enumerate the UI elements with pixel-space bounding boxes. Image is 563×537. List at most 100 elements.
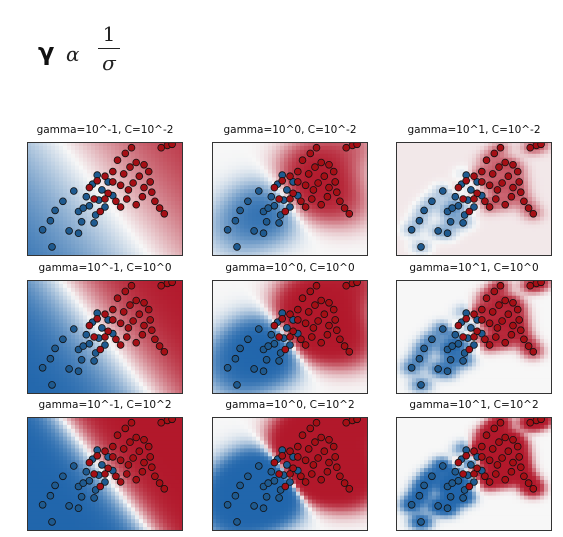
heatmap-cell	[548, 236, 552, 241]
heatmap-cell	[131, 342, 136, 348]
plot-frame	[396, 142, 552, 256]
heatmap-cell	[143, 338, 148, 344]
heatmap-cell	[524, 244, 529, 249]
heatmap-cell	[131, 287, 136, 293]
heatmap-cell	[131, 390, 136, 394]
heatmap-cell	[91, 204, 96, 210]
heatmap-cell	[412, 216, 417, 222]
heatmap-cell	[127, 350, 132, 356]
heatmap-cell	[39, 331, 44, 336]
heatmap-cell	[452, 244, 457, 249]
heatmap-cell	[95, 193, 100, 198]
heatmap-cell	[224, 189, 229, 194]
heatmap-cell	[31, 216, 36, 222]
heatmap-cell	[139, 303, 144, 309]
heatmap-cell	[292, 212, 297, 218]
heatmap-cell	[460, 153, 465, 159]
heatmap-cell	[63, 390, 68, 394]
heatmap-cell	[500, 157, 505, 163]
heatmap-cell	[312, 224, 317, 230]
heatmap-cell	[163, 232, 168, 237]
heatmap-cell	[87, 390, 92, 394]
scatter-point-class-b	[93, 176, 101, 185]
heatmap-cell	[324, 189, 329, 194]
heatmap-cell	[248, 149, 253, 155]
heatmap-cell	[127, 287, 132, 293]
heatmap-cell	[308, 200, 313, 206]
heatmap-cell	[356, 248, 361, 253]
heatmap-cell	[500, 232, 505, 237]
heatmap-cell	[400, 224, 405, 230]
heatmap-cell	[408, 248, 413, 253]
heatmap-cell	[175, 362, 180, 368]
heatmap-cell	[83, 370, 88, 375]
heatmap-cell	[147, 145, 152, 151]
heatmap-cell	[163, 331, 168, 336]
heatmap-cell	[284, 181, 289, 186]
heatmap-cell	[428, 161, 433, 167]
heatmap-cell	[55, 200, 60, 206]
scatter-point-class-a	[69, 187, 78, 195]
heatmap-cell	[500, 208, 505, 214]
heatmap-cell	[252, 149, 257, 155]
heatmap-cell	[224, 145, 229, 151]
heatmap-cell	[99, 145, 104, 151]
heatmap-cell	[51, 173, 56, 178]
heatmap-cell	[63, 331, 68, 336]
heatmap-cell	[484, 165, 489, 171]
heatmap-cell	[216, 149, 221, 155]
scatter-point-class-b	[336, 197, 344, 206]
heatmap-cell	[444, 220, 449, 226]
heatmap-cell	[171, 161, 176, 167]
heatmap-cell	[175, 323, 180, 328]
heatmap-cell	[27, 165, 32, 171]
heatmap-cell	[420, 161, 425, 167]
heatmap-cell	[91, 189, 96, 194]
heatmap-cell	[420, 185, 425, 190]
heatmap-cell	[412, 165, 417, 171]
heatmap-cell	[163, 307, 168, 313]
heatmap-cell	[280, 248, 285, 253]
heatmap-cell	[432, 165, 437, 171]
scatter-points	[38, 280, 176, 389]
heatmap-cell	[480, 149, 485, 155]
heatmap-cell	[95, 299, 100, 305]
heatmap-cell	[27, 200, 32, 206]
heatmap-cell	[260, 145, 265, 151]
heatmap-cell	[147, 157, 152, 163]
heatmap-cell	[276, 200, 281, 206]
heatmap-cell	[400, 216, 405, 222]
heatmap-cell	[476, 252, 481, 256]
heatmap-cell	[212, 354, 217, 360]
heatmap-cell	[171, 252, 176, 256]
heatmap-cell	[115, 208, 120, 214]
heatmap-cell	[252, 212, 257, 218]
heatmap-cell	[256, 173, 261, 178]
heatmap-cell	[123, 295, 128, 301]
heatmap-cell	[216, 185, 221, 190]
heatmap-cell	[404, 177, 409, 182]
heatmap-cell	[107, 362, 112, 368]
heatmap-cell	[39, 280, 44, 285]
heatmap-cell	[276, 169, 281, 175]
scatter-point-class-b	[501, 158, 509, 167]
heatmap-cell	[236, 311, 241, 316]
heatmap-cell	[147, 386, 152, 391]
heatmap-cell	[432, 224, 437, 230]
scatter-point-class-b	[119, 170, 128, 178]
heatmap-cell	[456, 248, 461, 253]
heatmap-cell	[544, 244, 549, 249]
heatmap-cell	[256, 153, 261, 159]
heatmap-cell	[91, 346, 96, 352]
heatmap-cell	[175, 248, 180, 253]
heatmap-cell	[528, 228, 533, 234]
heatmap-cell	[43, 208, 48, 214]
heatmap-cell	[460, 173, 465, 178]
scatter-point-class-b	[132, 200, 140, 209]
heatmap-cell	[87, 280, 92, 285]
heatmap-cell	[103, 378, 108, 383]
heatmap-cell	[55, 161, 60, 167]
heatmap-cell	[111, 185, 116, 190]
heatmap-cell	[107, 208, 112, 214]
heatmap-cell	[268, 185, 273, 190]
